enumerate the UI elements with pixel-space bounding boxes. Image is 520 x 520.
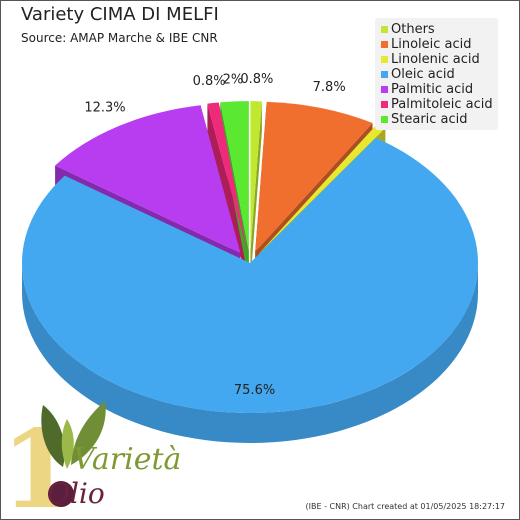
legend-swatch bbox=[381, 86, 388, 93]
legend-label: Palmitoleic acid bbox=[391, 97, 493, 112]
legend-label: Stearic acid bbox=[391, 112, 468, 127]
pie-label-linoleic-acid: 7.8% bbox=[313, 80, 346, 95]
chart-subtitle: Source: AMAP Marche & IBE CNR bbox=[21, 31, 218, 45]
pie-slice-linoleic-acid bbox=[255, 101, 373, 252]
logo-leaf-dark bbox=[41, 405, 65, 467]
legend-swatch bbox=[381, 101, 388, 108]
chart-title: Variety CIMA DI MELFI bbox=[21, 4, 219, 25]
logo-text-top: Varietà bbox=[73, 442, 181, 477]
legend-swatch bbox=[381, 41, 388, 48]
pie-label-others: 0.8% bbox=[240, 72, 273, 87]
logo-leaf-light bbox=[61, 419, 74, 469]
pie-label-oleic-acid: 75.6% bbox=[234, 383, 275, 398]
pie-wall-others-1 bbox=[250, 101, 262, 282]
legend-label: Oleic acid bbox=[391, 67, 455, 82]
pie-label-palmitic-acid: 12.3% bbox=[84, 100, 125, 115]
varieta-olio-logo: 1 Varietà Olio bbox=[1, 401, 181, 517]
chart-credit: (IBE - CNR) Chart created at 01/05/2025 … bbox=[305, 502, 506, 511]
pie-label-palmitoleic-acid: 0.8% bbox=[193, 74, 226, 89]
legend-label: Linoleic acid bbox=[391, 37, 472, 52]
pie-wall-palmitoleic-acid-0 bbox=[207, 103, 248, 282]
legend: Others Linoleic acid Linolenic acid Oleic a… bbox=[375, 18, 498, 130]
logo-leaf-mid bbox=[71, 401, 106, 465]
pie-side-oleic-acid bbox=[22, 263, 478, 443]
legend-swatch bbox=[381, 116, 388, 123]
legend-swatch bbox=[381, 71, 388, 78]
pie-slice-linolenic-acid bbox=[259, 124, 386, 253]
pie-label-stearic-acid: 2% bbox=[223, 72, 244, 87]
pie-slice-oleic-acid bbox=[21, 137, 479, 413]
logo-text-bottom: Olio bbox=[47, 477, 105, 510]
pie-slice-tops bbox=[21, 101, 479, 413]
legend-swatch bbox=[381, 56, 388, 63]
legend-swatch bbox=[381, 26, 388, 33]
pie-slice-stearic-acid bbox=[220, 101, 249, 252]
pie-slice-others bbox=[250, 101, 262, 252]
pie-slice-palmitoleic-acid bbox=[207, 102, 248, 252]
legend-label: Linolenic acid bbox=[391, 52, 480, 67]
legend-label: Others bbox=[391, 22, 435, 37]
legend-label: Palmitic acid bbox=[391, 82, 474, 97]
logo-olive bbox=[48, 481, 74, 507]
pie-slice-palmitic-acid bbox=[55, 105, 241, 253]
